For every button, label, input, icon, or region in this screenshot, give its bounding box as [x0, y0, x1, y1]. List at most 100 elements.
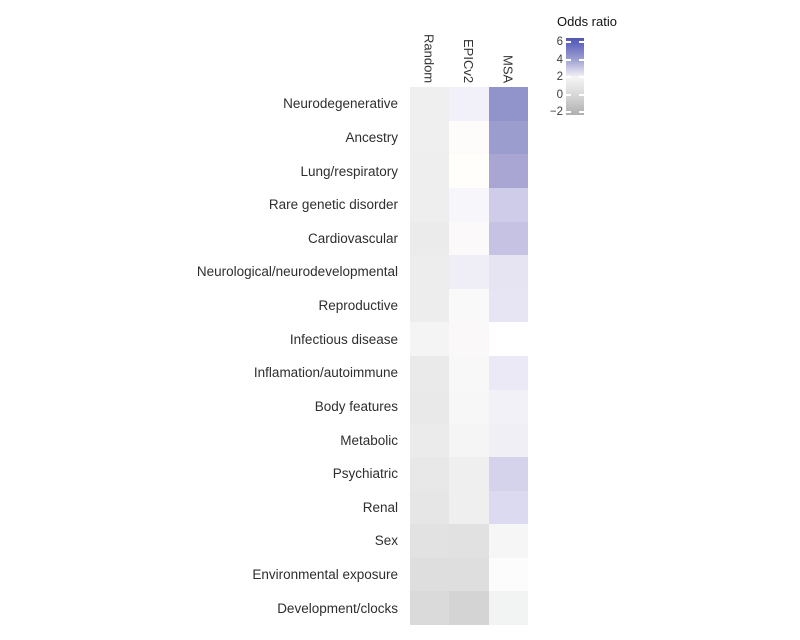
legend-tick-mark	[579, 58, 584, 62]
row-label: Renal	[362, 499, 398, 515]
heatmap-row	[410, 524, 528, 558]
heatmap-cell	[449, 322, 489, 356]
heatmap-cell	[488, 154, 528, 188]
heatmap-cell	[449, 490, 489, 525]
heatmap-cell	[410, 221, 450, 256]
heatmap-cell	[449, 356, 489, 390]
heatmap-grid	[410, 87, 528, 625]
heatmap-row	[410, 456, 528, 491]
heatmap-row	[410, 120, 528, 155]
heatmap-row	[410, 490, 528, 525]
row-label: Lung/respiratory	[300, 163, 398, 179]
row-label: Reproductive	[318, 298, 398, 314]
heatmap-cell	[410, 591, 450, 625]
heatmap-row	[410, 557, 528, 592]
heatmap-cell	[488, 255, 528, 289]
heatmap-cell	[449, 591, 489, 625]
row-label: Metabolic	[340, 432, 398, 448]
heatmap-cell	[449, 187, 489, 222]
heatmap-cell	[449, 288, 489, 323]
heatmap-cell	[488, 423, 528, 457]
row-label: Development/clocks	[277, 600, 398, 616]
heatmap-cell	[488, 288, 528, 323]
column-header: MSA	[500, 54, 516, 83]
legend-title: Odds ratio	[557, 14, 617, 29]
heatmap-cell	[410, 456, 450, 491]
heatmap-cell	[488, 591, 528, 625]
heatmap-cell	[488, 87, 528, 121]
legend-tick-mark	[579, 40, 584, 44]
heatmap-row	[410, 288, 528, 323]
heatmap-row	[410, 389, 528, 424]
heatmap-cell	[488, 322, 528, 356]
legend-tick-mark	[566, 58, 571, 62]
legend-tick-mark	[579, 93, 584, 97]
legend-tick-mark	[566, 75, 571, 78]
heatmap-cell	[488, 456, 528, 491]
legend-tick-mark	[566, 93, 571, 97]
heatmap-row	[410, 87, 528, 121]
row-label: Cardiovascular	[307, 230, 398, 246]
heatmap-row	[410, 322, 528, 356]
legend-tick-label: 2	[556, 70, 563, 83]
heatmap-cell	[410, 288, 450, 323]
row-label: Neurological/neurodevelopmental	[196, 264, 398, 280]
heatmap-cell	[410, 322, 450, 356]
heatmap-cell	[410, 154, 450, 188]
heatmap-cell	[449, 557, 489, 592]
row-label: Rare genetic disorder	[268, 197, 398, 213]
row-label: Inflamation/autoimmune	[253, 365, 398, 381]
heatmap-cell	[488, 524, 528, 558]
heatmap-cell	[449, 524, 489, 558]
row-label: Body features	[314, 398, 398, 414]
heatmap-row	[410, 423, 528, 457]
heatmap-cell	[449, 456, 489, 491]
heatmap-cell	[410, 524, 450, 558]
heatmap-cell	[488, 389, 528, 424]
heatmap-row	[410, 356, 528, 390]
legend-tick-mark	[566, 110, 571, 114]
row-label: Neurodegenerative	[283, 96, 398, 112]
row-label: Sex	[374, 533, 398, 549]
legend-tick-label: 0	[556, 88, 563, 101]
heatmap-cell	[488, 221, 528, 256]
heatmap-cell	[410, 87, 450, 121]
row-label: Infectious disease	[289, 331, 398, 347]
legend-tick-mark	[566, 40, 571, 44]
heatmap-row	[410, 591, 528, 625]
heatmap-cell	[410, 120, 450, 155]
heatmap-cell	[488, 187, 528, 222]
heatmap-cell	[449, 389, 489, 424]
heatmap-cell	[410, 389, 450, 424]
heatmap-cell	[410, 356, 450, 390]
column-headers: Random EPICv2 MSA	[410, 0, 528, 85]
legend: Odds ratio 6 4 2 0 −2	[545, 14, 665, 124]
row-label: Psychiatric	[332, 466, 398, 482]
heatmap-cell	[410, 187, 450, 222]
heatmap-cell	[488, 490, 528, 525]
heatmap-cell	[449, 255, 489, 289]
heatmap-row	[410, 221, 528, 256]
legend-colorbar	[566, 38, 584, 115]
row-label: Environmental exposure	[252, 567, 398, 583]
row-labels: Neurodegenerative Ancestry Lung/respirator…	[0, 87, 398, 625]
heatmap-row	[410, 255, 528, 289]
heatmap-row	[410, 154, 528, 188]
heatmap-cell	[410, 490, 450, 525]
legend-tick-label: −2	[549, 105, 563, 118]
heatmap-cell	[449, 423, 489, 457]
heatmap-cell	[410, 255, 450, 289]
legend-tick-label: 6	[556, 35, 563, 48]
heatmap-row	[410, 187, 528, 222]
column-header: Random	[421, 33, 437, 83]
heatmap-cell	[410, 423, 450, 457]
legend-tick-mark	[579, 110, 584, 114]
row-label: Ancestry	[345, 129, 398, 145]
heatmap-cell	[488, 557, 528, 592]
column-header: EPICv2	[461, 38, 476, 83]
heatmap-cell	[449, 154, 489, 188]
heatmap-cell	[449, 120, 489, 155]
legend-tick-mark	[579, 75, 584, 78]
heatmap-cell	[488, 356, 528, 390]
